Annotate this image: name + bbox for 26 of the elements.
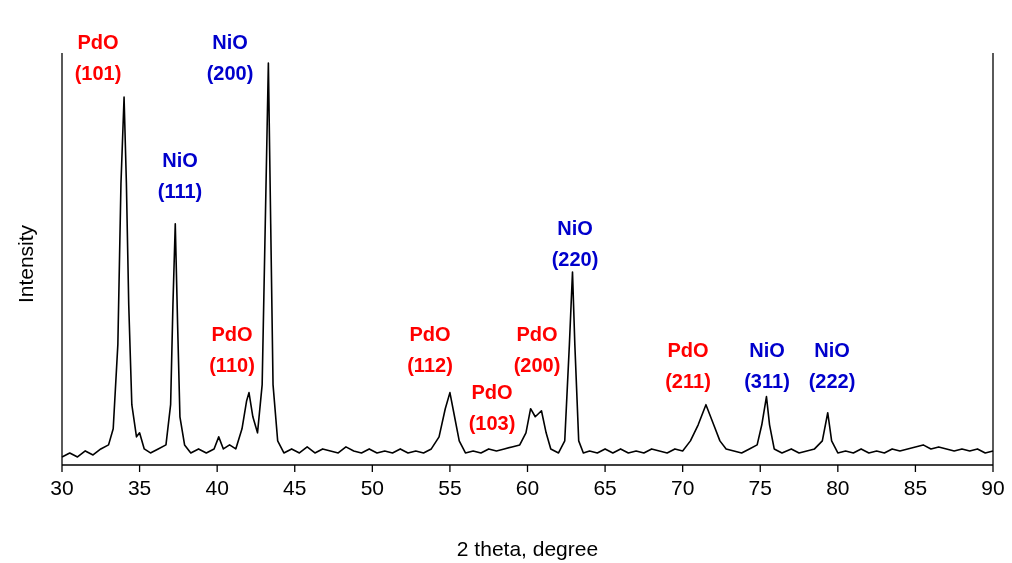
x-tick-label: 55 [438,476,462,499]
x-tick-label: 90 [981,476,1005,499]
x-tick-label: 35 [127,476,152,499]
annotation: NiO (111) [157,149,203,202]
x-tick-label: 75 [748,476,772,499]
annotation: PdO (200) [513,323,561,376]
annotation: PdO (101) [74,31,122,84]
x-tick-label: 65 [593,476,617,499]
x-tick-label: 70 [670,476,695,499]
annotation: NiO (311) [744,339,790,392]
x-tick-label: 85 [903,476,928,499]
annotation: NiO (200) [206,31,254,84]
annotation: NiO (222) [808,339,856,392]
annotation: NiO (220) [551,217,599,270]
x-tick-label: 40 [205,476,229,499]
annotation: PdO (103) [468,381,516,434]
annotation: PdO (110) [209,323,255,376]
y-axis-title: Intensity [14,224,37,304]
annotation: PdO (112) [407,323,453,376]
x-tick-label: 45 [283,476,307,499]
x-tick-label: 50 [360,476,385,499]
x-tick-label: 60 [515,476,540,499]
x-tick-label: 30 [50,476,74,499]
x-axis-title: 2 theta, degree [456,537,599,560]
annotation: PdO (211) [665,339,711,392]
x-tick-label: 80 [826,476,850,499]
